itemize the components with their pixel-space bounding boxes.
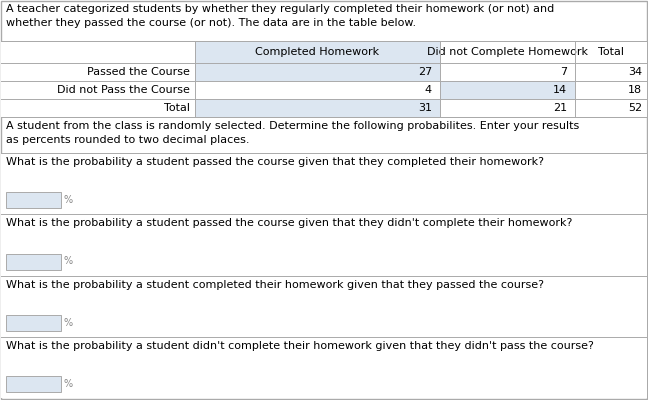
FancyBboxPatch shape (195, 81, 440, 99)
FancyBboxPatch shape (195, 63, 440, 81)
Text: 14: 14 (553, 85, 567, 95)
Text: 21: 21 (553, 103, 567, 113)
Text: What is the probability a student passed the course given that they didn't compl: What is the probability a student passed… (6, 218, 572, 228)
Text: Passed the Course: Passed the Course (87, 67, 190, 77)
Text: 31: 31 (418, 103, 432, 113)
FancyBboxPatch shape (440, 41, 575, 63)
FancyBboxPatch shape (575, 99, 647, 117)
FancyBboxPatch shape (1, 337, 647, 398)
Text: 7: 7 (560, 67, 567, 77)
Text: as percents rounded to two decimal places.: as percents rounded to two decimal place… (6, 135, 249, 145)
Text: What is the probability a student didn't complete their homework given that they: What is the probability a student didn't… (6, 341, 594, 351)
Text: A teacher categorized students by whether they regularly completed their homewor: A teacher categorized students by whethe… (6, 4, 554, 14)
FancyBboxPatch shape (1, 276, 647, 337)
FancyBboxPatch shape (1, 81, 195, 99)
FancyBboxPatch shape (575, 81, 647, 99)
Text: 18: 18 (628, 85, 642, 95)
Text: Did not Complete Homework: Did not Complete Homework (427, 47, 588, 57)
FancyBboxPatch shape (1, 63, 195, 81)
Text: Total: Total (598, 47, 624, 57)
Text: %: % (64, 379, 73, 389)
FancyBboxPatch shape (440, 81, 575, 99)
Text: Completed Homework: Completed Homework (255, 47, 380, 57)
Text: What is the probability a student completed their homework given that they passe: What is the probability a student comple… (6, 280, 544, 290)
FancyBboxPatch shape (575, 63, 647, 81)
FancyBboxPatch shape (1, 153, 647, 214)
Text: Total: Total (164, 103, 190, 113)
FancyBboxPatch shape (1, 41, 195, 63)
Text: %: % (64, 256, 73, 266)
FancyBboxPatch shape (440, 63, 575, 81)
Text: Did not Pass the Course: Did not Pass the Course (57, 85, 190, 95)
FancyBboxPatch shape (6, 254, 61, 270)
Text: %: % (64, 318, 73, 328)
FancyBboxPatch shape (440, 99, 575, 117)
Text: 52: 52 (628, 103, 642, 113)
Text: 34: 34 (628, 67, 642, 77)
FancyBboxPatch shape (6, 376, 61, 392)
Text: A student from the class is randomly selected. Determine the following probabili: A student from the class is randomly sel… (6, 121, 579, 131)
FancyBboxPatch shape (195, 41, 440, 63)
FancyBboxPatch shape (6, 315, 61, 331)
FancyBboxPatch shape (1, 214, 647, 276)
Text: whether they passed the course (or not). The data are in the table below.: whether they passed the course (or not).… (6, 18, 416, 28)
FancyBboxPatch shape (1, 99, 195, 117)
FancyBboxPatch shape (195, 99, 440, 117)
FancyBboxPatch shape (6, 192, 61, 208)
FancyBboxPatch shape (575, 41, 647, 63)
Text: %: % (64, 195, 73, 205)
Text: What is the probability a student passed the course given that they completed th: What is the probability a student passed… (6, 157, 544, 167)
Text: 27: 27 (418, 67, 432, 77)
Text: 4: 4 (425, 85, 432, 95)
